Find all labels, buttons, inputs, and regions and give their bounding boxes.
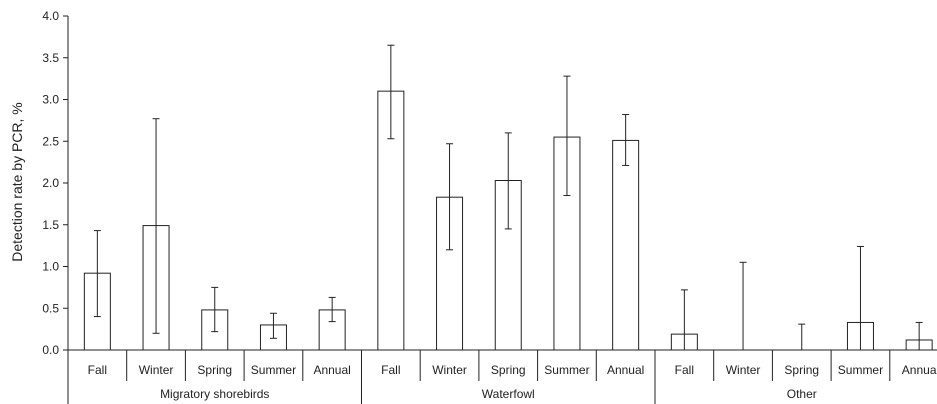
x-category-label: Spring xyxy=(197,363,232,377)
x-category-label: Fall xyxy=(88,363,107,377)
y-tick-label: 4.0 xyxy=(42,9,59,23)
x-category-label: Fall xyxy=(675,363,694,377)
bar xyxy=(612,139,640,351)
x-category-label: Annua xyxy=(902,363,937,377)
plot-area: 0.0 0.5 1.0 1.5 2.0 2.5 3.0 3.5 4.0 Fall Winter Spr… xyxy=(42,9,937,404)
x-category-label: Winter xyxy=(139,363,174,377)
x-category-label: Annual xyxy=(313,363,350,377)
x-category-label: Summer xyxy=(544,363,589,377)
y-tick-label: 2.0 xyxy=(42,176,59,190)
x-category-label: Spring xyxy=(784,363,819,377)
x-group-label: Migratory shorebirds xyxy=(160,387,269,401)
y-tick-label: 0.0 xyxy=(42,343,59,357)
x-category-label: Summer xyxy=(251,363,296,377)
x-category-label: Winter xyxy=(726,363,761,377)
x-category-label: Spring xyxy=(491,363,526,377)
y-tick-label: 1.5 xyxy=(42,218,59,232)
x-group-label: Other xyxy=(787,387,817,401)
x-category-label: Fall xyxy=(381,363,400,377)
x-category-label: Annual xyxy=(607,363,644,377)
y-tick-label: 1.0 xyxy=(42,260,59,274)
y-tick-label: 2.5 xyxy=(42,134,59,148)
x-group-label: Waterfowl xyxy=(482,387,535,401)
y-tick-label: 0.5 xyxy=(42,301,59,315)
x-category-label: Winter xyxy=(432,363,467,377)
y-tick-label: 3.5 xyxy=(42,51,59,65)
x-category-label: Summer xyxy=(838,363,883,377)
y-axis-title: Detection rate by PCR, % xyxy=(9,102,25,262)
y-tick-label: 3.0 xyxy=(42,93,59,107)
